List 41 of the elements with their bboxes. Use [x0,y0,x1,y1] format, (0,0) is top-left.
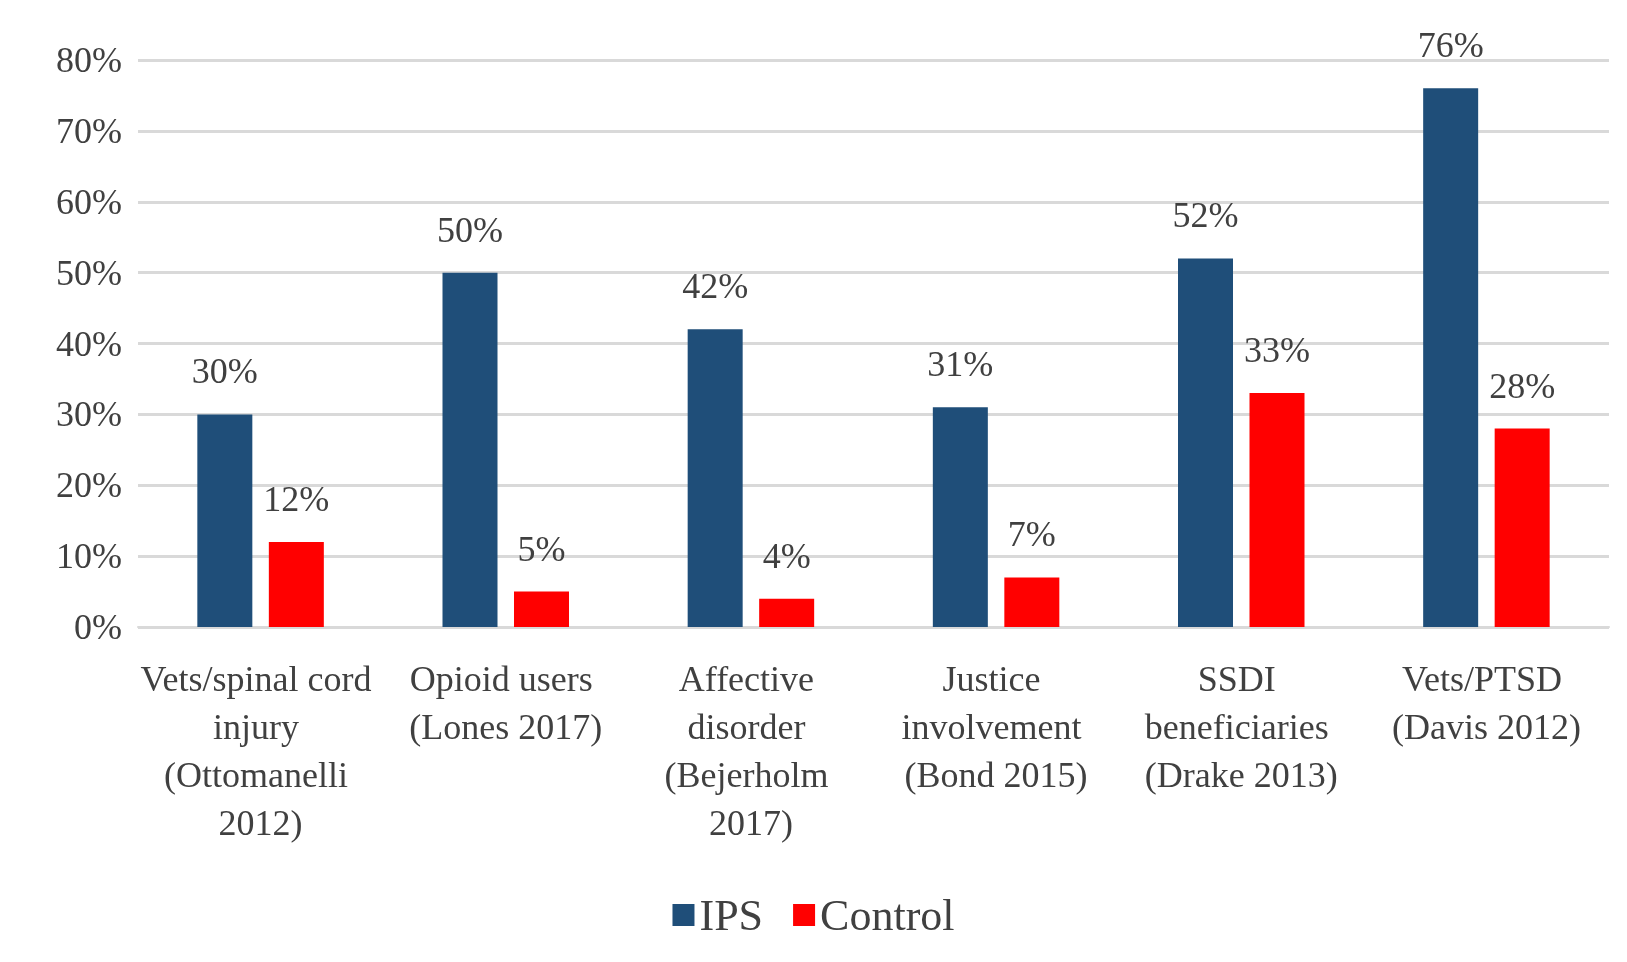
y-tick-label: 60% [56,181,122,222]
data-label: 5% [517,528,566,569]
legend-label: IPS [699,890,764,940]
bar [1178,258,1233,627]
y-tick-label: 30% [56,394,122,435]
x-tick-label: Vets/PTSD (Davis 2012) [1391,659,1581,747]
y-tick-label: 70% [56,110,122,151]
y-tick-label: 80% [56,40,122,80]
bar [442,272,498,627]
y-tick-label: 50% [56,252,122,293]
bar [1423,88,1479,627]
data-label: 12% [263,478,330,519]
data-label: 4% [762,535,811,576]
x-tick-label: Opioid users (Lones 2017) [409,659,603,747]
bar [759,598,815,627]
bar [932,407,988,627]
data-label: 33% [1244,330,1310,371]
legend-label: Control [820,890,955,940]
bar [514,591,569,627]
bar [1494,428,1550,627]
bar [1004,577,1060,627]
x-tick-label: SSDI beneficiaries (Drake 2013) [1144,659,1338,795]
data-label: 31% [927,344,994,385]
data-label: 28% [1489,365,1556,406]
y-tick-label: 20% [56,465,122,506]
data-label: 52% [1172,195,1239,236]
bar [687,329,743,627]
data-label: 30% [191,351,258,392]
x-tick-label: Vets/spinal cord injury (Ottomanelli 2012) [140,659,381,843]
bar [268,541,324,627]
y-tick-label: 0% [74,607,122,647]
bar [197,414,253,627]
x-tick-label: Justice involvement (Bond 2015) [901,659,1091,795]
bar [1249,393,1305,627]
data-label: 7% [1007,514,1056,555]
data-label: 76% [1417,25,1484,66]
y-tick-label: 10% [56,536,122,577]
x-tick-label: Affective disorder (Bejerholm 2017) [664,659,838,843]
data-label: 50% [437,209,503,250]
data-label: 42% [682,266,749,307]
y-tick-label: 40% [56,323,122,364]
